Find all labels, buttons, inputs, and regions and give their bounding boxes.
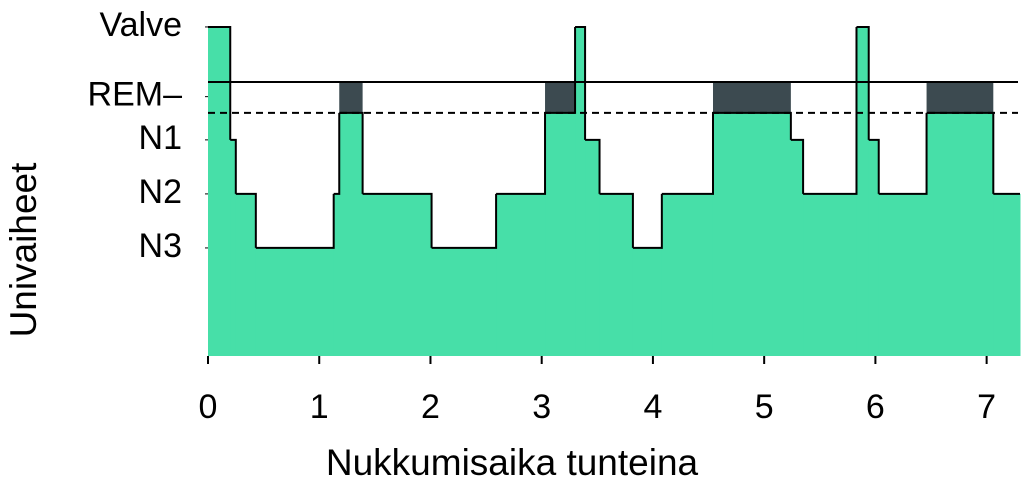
stage-area	[585, 139, 601, 356]
y-axis-label: Univaiheet	[3, 162, 44, 338]
stage-area	[255, 247, 335, 356]
x-axis-label: Nukkumisaika tunteina	[326, 442, 699, 483]
y-tick-label: N3	[139, 227, 182, 265]
stage-outline	[868, 138, 880, 194]
stage-outline	[545, 26, 577, 114]
stage-area	[431, 247, 497, 356]
stage-area	[712, 112, 792, 357]
stage-outline	[575, 25, 587, 140]
stage-area	[632, 247, 663, 356]
stage-outline	[333, 112, 341, 195]
stage-area	[790, 139, 804, 356]
rem-block	[339, 82, 363, 113]
stage-outline	[712, 111, 792, 140]
stage-area	[333, 193, 340, 356]
stage-area	[926, 112, 994, 357]
x-tick-label: 1	[310, 388, 329, 426]
x-tick-label: 3	[532, 388, 551, 426]
stage-outline	[230, 138, 237, 194]
stage-area	[545, 112, 576, 357]
x-tick-label: 2	[421, 388, 440, 426]
stage-outline	[208, 25, 232, 140]
stage-area	[235, 193, 257, 356]
stage-outline	[339, 111, 364, 194]
stage-outline	[362, 192, 433, 248]
stage-area	[803, 193, 857, 356]
stage-area	[868, 139, 880, 356]
y-tick-label: N1	[139, 119, 182, 157]
stage-area	[575, 26, 586, 357]
stage-outline	[496, 112, 547, 195]
stage-area	[362, 193, 433, 356]
stage-outline	[235, 192, 257, 248]
x-tick-label: 6	[866, 388, 885, 426]
stage-outline	[585, 138, 601, 194]
stage-outline	[632, 193, 663, 249]
stage-outline	[856, 25, 870, 140]
stage-outline	[926, 111, 995, 194]
stage-outline	[255, 193, 335, 249]
y-tick-label: N2	[139, 173, 182, 211]
stage-area	[208, 26, 231, 357]
y-tick-label: Valve	[99, 6, 182, 44]
stage-outline	[599, 192, 634, 248]
stage-area	[230, 139, 237, 356]
stage-area	[661, 193, 714, 356]
stage-outline	[790, 138, 805, 194]
x-tick-label: 5	[755, 388, 774, 426]
stage-outline	[431, 193, 498, 249]
rem-block	[926, 82, 994, 113]
stage-area	[339, 112, 364, 357]
rem-block	[712, 82, 791, 113]
stage-outline	[803, 26, 858, 195]
x-tick-label: 7	[977, 388, 996, 426]
rem-block	[545, 82, 576, 113]
stage-outline	[878, 112, 928, 195]
stage-area	[496, 193, 546, 356]
stage-area	[856, 26, 870, 357]
stage-area	[599, 193, 634, 356]
x-tick-label: 4	[643, 388, 662, 426]
stage-area	[993, 193, 1021, 356]
y-tick-label: REM–	[88, 76, 183, 114]
stage-outline	[661, 112, 714, 195]
x-tick-label: 0	[199, 388, 218, 426]
stage-area	[878, 193, 928, 356]
